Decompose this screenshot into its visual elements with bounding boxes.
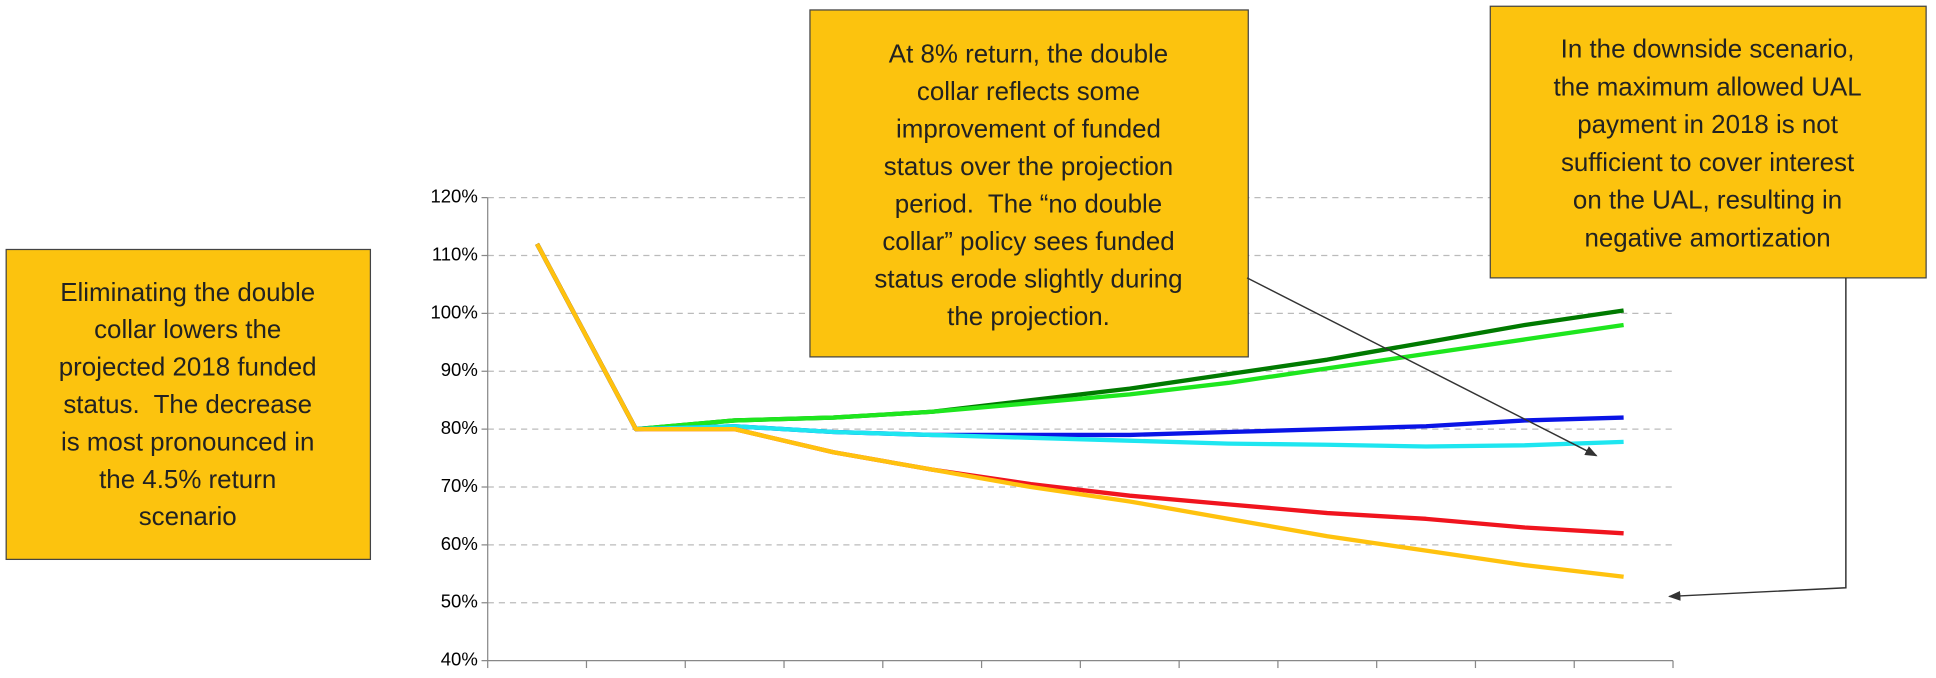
annotation-text: period. The “no double: [895, 191, 1162, 219]
y-tick-label: 60%: [441, 533, 478, 554]
annotation-text: the 4.5% return: [99, 466, 276, 494]
annotation-text: status erode slightly during: [874, 266, 1182, 294]
annotation-text: projected 2018 funded: [59, 354, 317, 382]
y-tick-label: 120%: [430, 186, 477, 207]
annotation-arrow: [1246, 277, 1598, 457]
annotation-text: collar” policy sees funded: [882, 228, 1174, 256]
series-line: [535, 242, 1624, 449]
annotation-text: the projection.: [947, 303, 1110, 331]
annotation-text: collar lowers the: [94, 316, 281, 344]
annotation-text: At 8% return, the double: [889, 40, 1168, 68]
annotation-text: Eliminating the double: [60, 279, 315, 307]
annotation-box: [1489, 5, 1927, 279]
annotation-text: improvement of funded: [896, 116, 1161, 144]
annotation-text: In the downside scenario,: [1561, 36, 1855, 64]
y-tick-label: 40%: [441, 649, 478, 670]
y-tick-label: 100%: [430, 301, 477, 322]
y-tick-label: 80%: [441, 417, 478, 438]
annotation-text: collar reflects some: [917, 78, 1140, 106]
annotation-text: the maximum allowed UAL: [1554, 73, 1862, 101]
annotations: Eliminating the double collar lowers the p…: [59, 36, 1862, 532]
annotation-text: on the UAL, resulting in: [1573, 187, 1842, 215]
y-tick-label: 110%: [432, 243, 478, 264]
y-tick-label: 70%: [441, 475, 478, 496]
series-line: [535, 242, 1624, 432]
annotation-box: [5, 248, 372, 561]
annotation-text: is most pronounced in: [61, 428, 314, 456]
annotation-text: sufficient to cover interest: [1561, 149, 1855, 177]
annotation-text: scenario: [139, 503, 237, 531]
y-tick-label: 50%: [441, 591, 478, 612]
annotation-text: status. The decrease: [63, 391, 312, 419]
series-line: [535, 242, 1624, 579]
annotation-text: status over the projection: [884, 153, 1173, 181]
annotation-box: [809, 9, 1249, 358]
y-tick-label: 90%: [441, 359, 478, 380]
annotation-text: negative amortization: [1584, 224, 1830, 252]
plot: [535, 242, 1624, 579]
annotation-text: payment in 2018 is not: [1577, 111, 1838, 139]
annotation-arrow: [1668, 277, 1847, 601]
